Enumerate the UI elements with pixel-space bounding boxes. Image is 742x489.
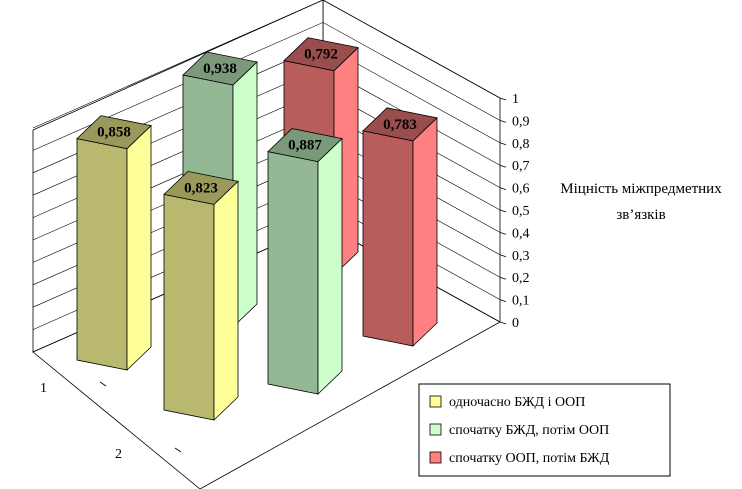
- gridline-9: [32, 22, 501, 151]
- bars: 0,858 0,938 0,792 0,823 0,887 0,783: [76, 37, 438, 421]
- tick-mark-9: [499, 120, 507, 123]
- z-axis-ticks: 0 0,1 0,2 0,3 0,4 0,5 0,6 0,7 0,8 0,9 1: [499, 92, 530, 331]
- z-tick-label-1: 0,1: [512, 294, 530, 309]
- tick-mark-0: [499, 321, 507, 325]
- depth-label-1: 1: [40, 381, 47, 396]
- tick-mark-3: [499, 254, 507, 258]
- bar-top: [283, 37, 359, 72]
- bar-value-label-1-2: 0,823: [184, 180, 218, 196]
- depth-tick-1: [174, 447, 182, 453]
- legend-entry-2: спочатку БЖД, потім ООП: [449, 423, 609, 438]
- gridline-10: [32, 0, 501, 129]
- bar-top: [267, 128, 343, 163]
- legend-box: [418, 383, 671, 477]
- bar-value-label-1-1: 0,858: [97, 125, 131, 141]
- depth-label-2: 2: [115, 447, 122, 462]
- tick-mark-10: [499, 97, 507, 101]
- bar-value-label-3-2: 0,783: [383, 117, 417, 133]
- bar-3-depth-2: 0,783: [362, 107, 438, 347]
- z-tick-label-8: 0,8: [512, 137, 530, 152]
- z-tick-label-5: 0,5: [512, 204, 530, 219]
- tick-mark-5: [499, 209, 507, 213]
- bar-1-depth-2: 0,823: [163, 170, 239, 421]
- bar-side: [317, 137, 343, 395]
- z-tick-label-7: 0,7: [512, 159, 530, 174]
- bar-front: [362, 130, 414, 347]
- depth-axis: 12: [40, 381, 182, 462]
- legend-entry-1: одночасно БЖД і ООП: [449, 395, 585, 410]
- tick-mark-7: [499, 164, 507, 168]
- bar-front: [163, 193, 215, 421]
- z-tick-label-3: 0,3: [512, 249, 530, 264]
- tick-mark-1: [499, 299, 507, 302]
- bar-side: [126, 124, 152, 371]
- bar-front: [267, 151, 319, 395]
- bar-top: [163, 170, 239, 205]
- bar-value-label-3-1: 0,792: [304, 47, 338, 63]
- tick-mark-6: [499, 187, 507, 190]
- legend-swatch-1: [429, 395, 442, 408]
- tick-mark-4: [499, 232, 507, 235]
- bar-side: [213, 180, 239, 421]
- z-tick-label-2: 0,2: [512, 271, 530, 286]
- legend-swatch-3: [429, 451, 442, 464]
- bar-1-depth-1: 0,858: [76, 115, 152, 371]
- bar-value-label-2-2: 0,887: [288, 138, 322, 154]
- depth-tick-0: [99, 381, 107, 387]
- z-tick-label-10: 1: [512, 92, 519, 107]
- bar-top: [362, 107, 438, 142]
- bar-front: [76, 138, 128, 371]
- z-tick-label-6: 0,6: [512, 182, 530, 197]
- bar-top: [76, 115, 152, 150]
- z-tick-label-4: 0,4: [512, 226, 530, 241]
- z-axis-title-line-1: Міцність міжпредметних: [560, 181, 722, 197]
- legend-entry-3: спочатку ООП, потім БЖД: [449, 451, 610, 466]
- legend-swatch-2: [429, 423, 442, 436]
- bar-value-label-2-1: 0,938: [203, 61, 237, 77]
- z-tick-label-0: 0: [512, 316, 519, 331]
- bar-2-depth-2: 0,887: [267, 128, 343, 395]
- legend: одночасно БЖД і ООП спочатку БЖД, потім …: [418, 383, 671, 477]
- tick-mark-2: [499, 276, 507, 280]
- z-tick-label-9: 0,9: [512, 114, 530, 129]
- bar-side: [412, 116, 438, 347]
- tick-mark-8: [499, 142, 507, 146]
- bar-top: [182, 51, 258, 86]
- z-axis-title-line-2: зв’язків: [616, 207, 665, 223]
